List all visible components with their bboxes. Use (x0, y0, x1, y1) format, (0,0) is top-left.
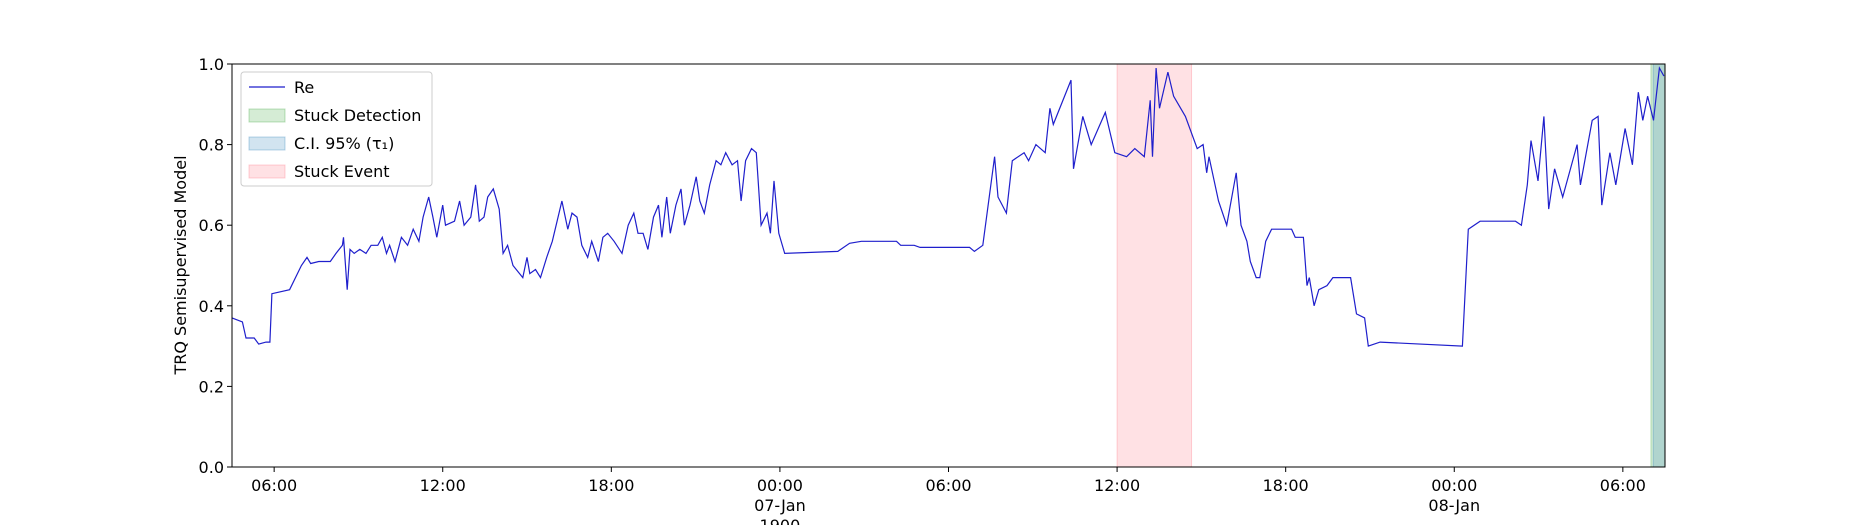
x-tick-label: 06:00 (925, 476, 971, 495)
legend-label: Re (294, 78, 314, 97)
x-tick-label: 18:00 (1263, 476, 1309, 495)
legend-patch (248, 108, 286, 123)
span (1116, 63, 1193, 468)
legend-label: Stuck Event (294, 162, 390, 181)
legend-patch (248, 164, 286, 179)
y-tick-label: 0.0 (199, 458, 224, 477)
span (1652, 63, 1666, 468)
x-tick-label: 00:00 08-Jan (1428, 476, 1480, 515)
legend-label: C.I. 95% (τ₁) (294, 134, 394, 153)
line (231, 66, 1665, 347)
y-tick-label: 0.4 (199, 297, 224, 316)
x-tick-label: 12:00 (1094, 476, 1140, 495)
y-tick-label: 0.2 (199, 377, 224, 396)
plot-frame (231, 63, 1666, 468)
legend-patch (248, 136, 286, 151)
legend-label: Stuck Detection (294, 106, 421, 125)
y-tick-label: 0.8 (199, 136, 224, 155)
x-tick-label: 18:00 (588, 476, 634, 495)
y-axis-label: TRQ Semisupervised Model (171, 155, 190, 375)
y-tick-label: 0.6 (199, 216, 224, 235)
x-tick-label: 06:00 (251, 476, 297, 495)
x-tick-label: 06:00 (1600, 476, 1646, 495)
x-tick-label: 12:00 (420, 476, 466, 495)
y-tick-label: 1.0 (199, 55, 224, 74)
legend-box (240, 71, 433, 187)
